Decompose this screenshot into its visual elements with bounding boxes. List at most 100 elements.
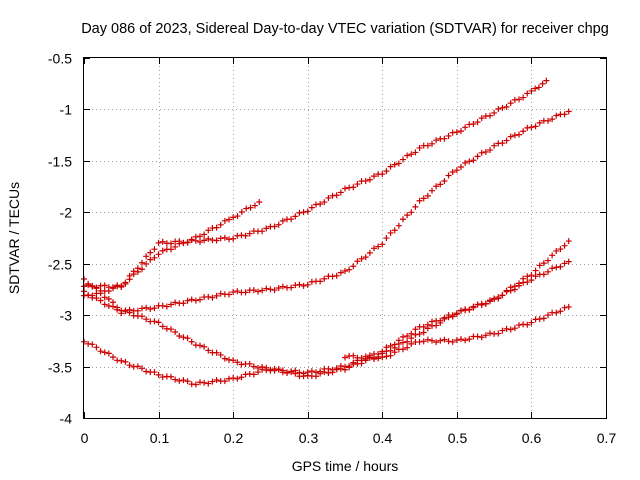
data-point <box>139 266 145 273</box>
data-point <box>184 297 191 304</box>
data-point <box>499 140 506 147</box>
data-point <box>337 189 344 196</box>
data-point <box>85 292 92 299</box>
chart-title: Day 086 of 2023, Sidereal Day-to-day VTE… <box>81 21 609 37</box>
data-point <box>325 370 332 377</box>
data-point <box>549 116 556 123</box>
data-point <box>180 377 187 384</box>
data-point <box>321 275 328 282</box>
data-point <box>412 326 419 333</box>
data-point <box>408 340 415 347</box>
data-point <box>445 132 452 139</box>
data-point <box>507 133 514 140</box>
data-point <box>246 360 253 367</box>
data-point <box>482 148 489 155</box>
data-point <box>333 272 340 279</box>
data-point <box>495 330 502 337</box>
data-point <box>250 287 257 294</box>
data-point <box>234 359 241 366</box>
data-point <box>101 294 108 301</box>
data-point <box>267 366 274 373</box>
data-point <box>126 362 133 369</box>
data-point <box>404 338 411 345</box>
data-point <box>296 281 303 288</box>
data-point <box>549 265 556 272</box>
data-point <box>168 373 174 380</box>
data-point <box>329 273 336 280</box>
data-point <box>453 337 460 344</box>
data-point <box>213 237 220 244</box>
data-point <box>487 297 493 304</box>
data-point <box>557 308 564 315</box>
data-point <box>176 332 183 339</box>
data-point <box>441 336 448 343</box>
data-point <box>105 287 112 294</box>
data-point <box>507 326 514 333</box>
data-point <box>288 216 295 223</box>
data-point <box>516 96 522 103</box>
data-point <box>371 356 377 363</box>
data-point <box>172 243 179 250</box>
data-point <box>449 313 456 320</box>
data-point <box>242 232 249 239</box>
data-point <box>350 263 357 270</box>
data-point <box>230 375 237 382</box>
data-point <box>168 301 174 308</box>
data-point <box>250 363 257 370</box>
data-point <box>478 115 485 122</box>
y-tick-label: -1 <box>60 102 73 118</box>
y-tick-label: -3.5 <box>48 360 72 376</box>
data-point <box>296 209 303 216</box>
data-point <box>213 224 220 231</box>
data-point <box>234 288 241 295</box>
data-point <box>420 329 427 336</box>
data-point <box>168 326 174 333</box>
y-tick-label: -2.5 <box>48 257 72 273</box>
data-point <box>379 171 386 178</box>
data-point <box>251 202 258 209</box>
data-point <box>114 283 121 290</box>
data-point <box>453 167 460 174</box>
data-point <box>366 176 373 183</box>
data-point <box>205 347 212 354</box>
data-point <box>168 246 174 253</box>
data-point <box>499 327 506 334</box>
data-point <box>159 247 166 254</box>
data-point <box>243 205 250 212</box>
data-point <box>275 221 282 228</box>
data-point <box>143 253 150 260</box>
data-point <box>255 369 261 376</box>
data-point <box>416 144 423 151</box>
data-point <box>424 336 431 343</box>
data-point <box>93 344 100 351</box>
data-point <box>511 286 518 293</box>
data-point <box>400 339 406 346</box>
data-point <box>263 225 270 232</box>
data-point <box>246 230 253 237</box>
data-point <box>557 263 564 270</box>
data-point <box>503 137 510 144</box>
data-point <box>342 185 348 192</box>
axis-ticks: 0 0.1 0.2 0.3 0.4 0.5 0.6 0.7 -4 -3.5 -3 -2.5 -2 -1.5… <box>48 51 617 447</box>
data-point <box>478 149 485 156</box>
data-point <box>259 287 266 294</box>
data-point <box>172 376 179 383</box>
data-point <box>545 117 551 124</box>
data-point <box>453 310 460 317</box>
data-point <box>321 199 328 206</box>
x-tick-label: 0.5 <box>448 430 468 446</box>
data-point <box>279 369 286 376</box>
data-point <box>205 380 212 387</box>
data-point <box>234 213 241 220</box>
data-point <box>449 169 456 176</box>
data-point <box>437 181 444 188</box>
data-point <box>333 366 340 373</box>
data-point <box>400 156 406 163</box>
data-point <box>433 137 440 144</box>
data-point <box>159 238 166 245</box>
data-point <box>263 285 270 292</box>
data-point <box>511 132 518 139</box>
data-point <box>118 284 125 291</box>
data-point <box>565 108 572 115</box>
